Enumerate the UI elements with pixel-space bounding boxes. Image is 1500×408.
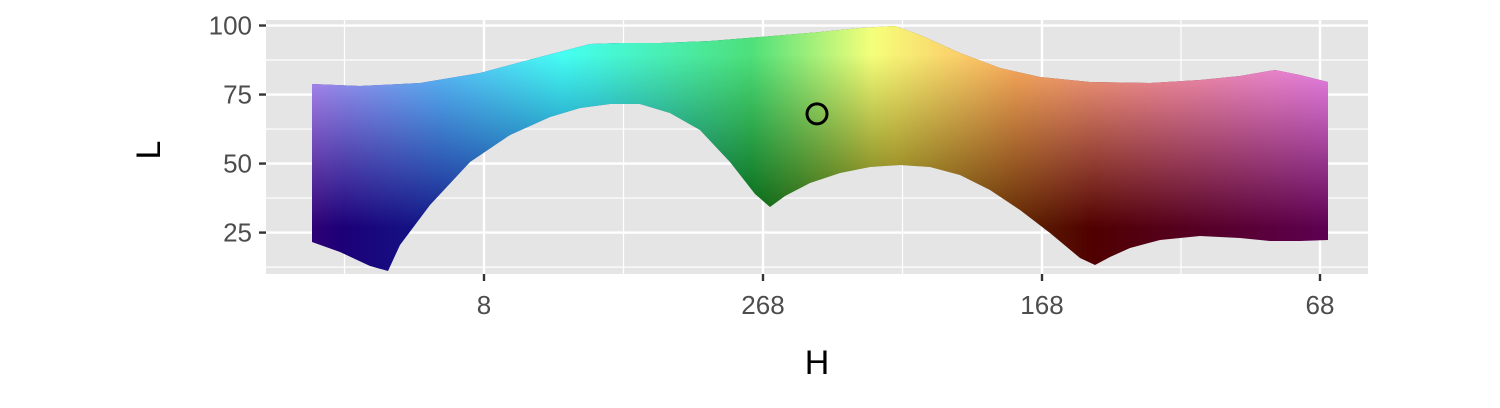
y-tick-label: 25 [223, 218, 252, 248]
y-tick-label: 75 [223, 80, 252, 110]
x-tick-label: 268 [741, 290, 784, 320]
highlight-point [805, 102, 829, 126]
y-tick-label: 50 [223, 149, 252, 179]
y-axis-title: L [130, 141, 168, 160]
x-tick-label: 68 [1306, 290, 1335, 320]
x-axis-title: H [805, 344, 830, 382]
y-axis: 100 75 50 25 [209, 11, 266, 248]
y-tick-label: 100 [209, 11, 252, 41]
x-axis: 8 268 168 68 [477, 274, 1335, 320]
x-tick-label: 8 [477, 290, 491, 320]
x-tick-label: 168 [1020, 290, 1063, 320]
